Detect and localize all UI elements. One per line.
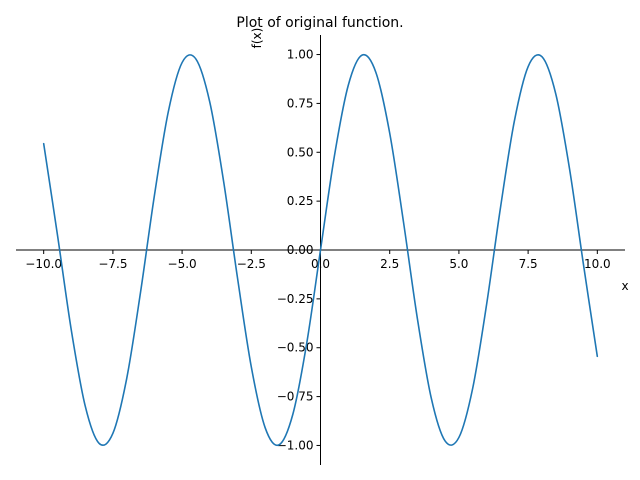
y-tick-label: −0.75: [277, 390, 314, 404]
y-tick-label: −0.25: [277, 292, 314, 306]
x-tick-label: −10.0: [25, 257, 62, 271]
y-tick-label: 1.00: [287, 48, 314, 62]
y-tick-label: 0.00: [287, 243, 314, 257]
x-tick-label: −5.0: [168, 257, 197, 271]
x-tick-label: 0.0: [311, 257, 330, 271]
chart-title: Plot of original function.: [236, 15, 403, 31]
y-tick-label: −1.00: [277, 438, 314, 452]
x-axis-label: x: [621, 279, 628, 293]
x-tick-label: 2.5: [380, 257, 399, 271]
y-tick-label: 0.50: [287, 145, 314, 159]
x-tick-label: 10.0: [584, 257, 611, 271]
x-tick-label: 5.0: [449, 257, 468, 271]
series-line: [42, 53, 599, 447]
x-tick-label: −2.5: [237, 257, 266, 271]
y-axis-label: f(x): [250, 28, 264, 49]
ticks: −10.0 −7.5 −5.0 −2.5 0.0 2.5 5.0 7.5 10.0 −1.00 −0…: [25, 48, 610, 453]
y-tick-label: 0.25: [287, 194, 314, 208]
x-tick-label: −7.5: [98, 257, 127, 271]
y-tick-label: 0.75: [287, 96, 314, 110]
x-tick-label: 7.5: [519, 257, 538, 271]
y-tick-label: −0.50: [277, 341, 314, 355]
